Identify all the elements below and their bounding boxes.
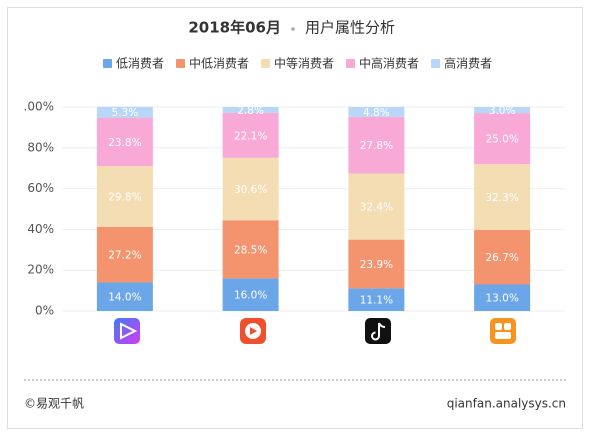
bar-segment <box>474 284 531 311</box>
legend-label: 高消费者 <box>444 56 492 71</box>
data-label: 25.0% <box>485 134 518 146</box>
data-label: 4.8% <box>363 107 390 119</box>
legend-swatch <box>103 59 112 68</box>
legend-label: 中等消费者 <box>274 56 334 71</box>
footer-right: qianfan.analysys.cn <box>447 397 566 411</box>
bar-segment <box>474 230 531 285</box>
icon <box>114 318 516 344</box>
frame <box>7 7 583 429</box>
bar-segment <box>222 157 279 221</box>
legend-swatch <box>261 59 271 68</box>
y-tick-label: .00% <box>24 100 55 114</box>
y-tick-label: 40% <box>27 222 54 236</box>
bar-segment <box>96 226 153 283</box>
footer-left: ©易观千帆 <box>24 396 84 411</box>
bar-segment <box>474 164 531 231</box>
bar-segment <box>474 107 531 114</box>
bar-segment <box>348 116 405 174</box>
data-label: 5.3% <box>112 107 139 119</box>
legend-swatch <box>176 59 186 68</box>
bar-segment <box>348 107 405 117</box>
bar-segment <box>96 117 153 167</box>
data-label: 16.0% <box>234 290 267 302</box>
bar-segment <box>96 282 153 311</box>
data-label: 11.1% <box>360 295 393 307</box>
bar-segment <box>222 107 279 113</box>
legend-swatch <box>431 59 441 68</box>
y-tick-label: 20% <box>27 263 54 277</box>
bar-segment <box>474 113 531 165</box>
data-label: 27.8% <box>360 140 393 152</box>
data-label: 2.8% <box>237 105 264 117</box>
data-label: 22.1% <box>234 130 267 142</box>
separator <box>291 27 295 31</box>
data-label: 32.4% <box>360 202 393 214</box>
legend-label: 低消费者 <box>116 57 164 71</box>
legend-label: 中低消费者 <box>189 56 249 71</box>
data-label: 14.0% <box>108 292 141 304</box>
bar-segment <box>222 220 279 279</box>
bar-segment <box>222 278 279 311</box>
chart-title: 2018年06月 <box>188 19 281 37</box>
data-label: 27.2% <box>108 250 141 262</box>
legend-label: 中高消费者 <box>359 56 419 71</box>
bar-segment <box>348 173 405 240</box>
legend-swatch <box>346 59 356 68</box>
bar-segment <box>348 288 405 311</box>
data-label: 30.6% <box>234 184 267 196</box>
y-tick-label: 60% <box>27 181 54 195</box>
data-label: 26.7% <box>485 252 518 264</box>
chart-subtitle: 用户属性分析 <box>305 19 395 37</box>
data-label: 23.8% <box>108 137 141 149</box>
bar-segment <box>96 106 153 118</box>
bar-segment <box>222 112 279 158</box>
bar-segment <box>348 239 405 289</box>
data-label: 28.5% <box>234 244 267 256</box>
y-tick-label: 80% <box>27 140 54 154</box>
data-label: 3.0% <box>489 105 516 117</box>
data-label: 32.3% <box>485 192 518 204</box>
data-label: 23.9% <box>360 259 393 271</box>
bar-segment <box>96 166 153 227</box>
y-tick-label: 0% <box>35 304 54 318</box>
data-label: 13.0% <box>485 293 518 305</box>
data-label: 29.8% <box>108 192 141 204</box>
